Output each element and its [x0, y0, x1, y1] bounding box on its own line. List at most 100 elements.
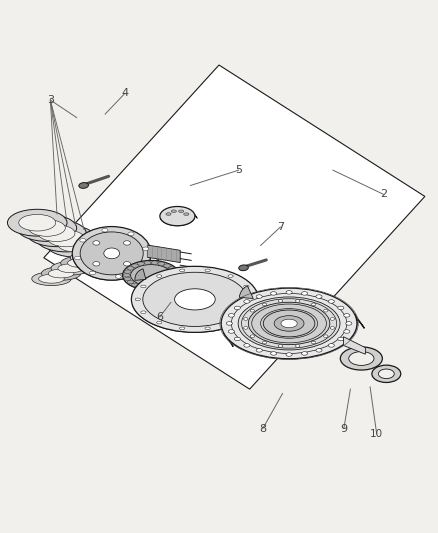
Ellipse shape [28, 220, 65, 236]
Ellipse shape [151, 286, 158, 289]
Ellipse shape [274, 316, 304, 331]
Ellipse shape [324, 335, 328, 337]
Ellipse shape [124, 277, 131, 280]
Ellipse shape [157, 275, 162, 277]
Polygon shape [77, 253, 103, 262]
Polygon shape [48, 269, 74, 278]
Ellipse shape [79, 183, 88, 188]
Ellipse shape [171, 277, 178, 280]
Text: 10: 10 [370, 429, 383, 439]
Polygon shape [58, 264, 84, 273]
Ellipse shape [301, 352, 307, 355]
Ellipse shape [36, 225, 96, 252]
Ellipse shape [328, 344, 334, 347]
Ellipse shape [250, 309, 254, 312]
Ellipse shape [172, 273, 179, 277]
Wedge shape [239, 286, 253, 298]
Text: 9: 9 [340, 424, 347, 433]
Ellipse shape [179, 210, 184, 213]
Ellipse shape [344, 330, 350, 333]
Ellipse shape [221, 288, 357, 359]
Ellipse shape [286, 353, 292, 356]
Ellipse shape [330, 327, 335, 329]
Ellipse shape [316, 295, 322, 298]
Ellipse shape [378, 369, 394, 378]
Ellipse shape [158, 262, 165, 265]
Ellipse shape [180, 269, 185, 272]
Ellipse shape [89, 271, 95, 274]
Ellipse shape [301, 292, 307, 295]
Ellipse shape [262, 341, 267, 344]
Ellipse shape [123, 273, 130, 277]
Ellipse shape [168, 280, 175, 284]
Ellipse shape [271, 352, 277, 355]
Ellipse shape [48, 230, 85, 247]
Wedge shape [135, 269, 146, 280]
Ellipse shape [171, 270, 178, 273]
Ellipse shape [141, 311, 146, 313]
Ellipse shape [244, 300, 250, 303]
Ellipse shape [340, 347, 382, 370]
Ellipse shape [228, 330, 234, 333]
Ellipse shape [171, 210, 177, 213]
Ellipse shape [311, 303, 316, 305]
Ellipse shape [248, 302, 330, 345]
Ellipse shape [372, 365, 401, 383]
Text: 3: 3 [47, 95, 54, 105]
Ellipse shape [7, 209, 67, 236]
Ellipse shape [180, 327, 185, 329]
Ellipse shape [124, 270, 131, 273]
Ellipse shape [175, 289, 215, 310]
Ellipse shape [244, 311, 249, 313]
Ellipse shape [124, 241, 131, 245]
Polygon shape [223, 302, 364, 359]
Ellipse shape [286, 290, 292, 294]
Ellipse shape [296, 300, 300, 302]
Polygon shape [343, 337, 365, 354]
Ellipse shape [281, 319, 297, 328]
Polygon shape [42, 266, 81, 280]
Ellipse shape [164, 283, 171, 287]
Ellipse shape [104, 248, 120, 259]
Ellipse shape [123, 261, 180, 290]
Ellipse shape [338, 306, 344, 310]
Ellipse shape [328, 300, 334, 303]
Ellipse shape [228, 313, 234, 317]
Ellipse shape [80, 232, 143, 275]
Ellipse shape [158, 285, 165, 288]
Ellipse shape [316, 349, 322, 352]
Ellipse shape [311, 341, 316, 344]
Ellipse shape [228, 275, 233, 277]
Ellipse shape [127, 280, 134, 284]
Polygon shape [147, 245, 180, 263]
Ellipse shape [80, 238, 86, 242]
Ellipse shape [238, 297, 340, 350]
Polygon shape [32, 272, 71, 286]
Polygon shape [160, 211, 197, 226]
Ellipse shape [74, 256, 81, 260]
Text: 8: 8 [259, 424, 266, 433]
Ellipse shape [244, 285, 249, 288]
Polygon shape [123, 266, 184, 290]
Ellipse shape [93, 262, 100, 266]
Ellipse shape [250, 298, 255, 301]
Ellipse shape [19, 214, 56, 231]
Text: 4: 4 [121, 88, 128, 99]
Ellipse shape [205, 327, 210, 329]
Ellipse shape [138, 262, 145, 265]
Ellipse shape [338, 337, 344, 341]
Ellipse shape [128, 232, 134, 236]
Ellipse shape [27, 220, 86, 247]
Ellipse shape [244, 327, 248, 329]
Ellipse shape [135, 298, 140, 301]
Text: 5: 5 [235, 165, 242, 175]
Ellipse shape [143, 272, 247, 326]
Ellipse shape [330, 318, 335, 320]
Ellipse shape [234, 306, 240, 310]
Ellipse shape [263, 310, 315, 337]
Ellipse shape [144, 261, 151, 264]
Ellipse shape [38, 225, 75, 241]
Ellipse shape [57, 236, 94, 252]
Ellipse shape [271, 292, 277, 295]
Ellipse shape [138, 265, 144, 268]
